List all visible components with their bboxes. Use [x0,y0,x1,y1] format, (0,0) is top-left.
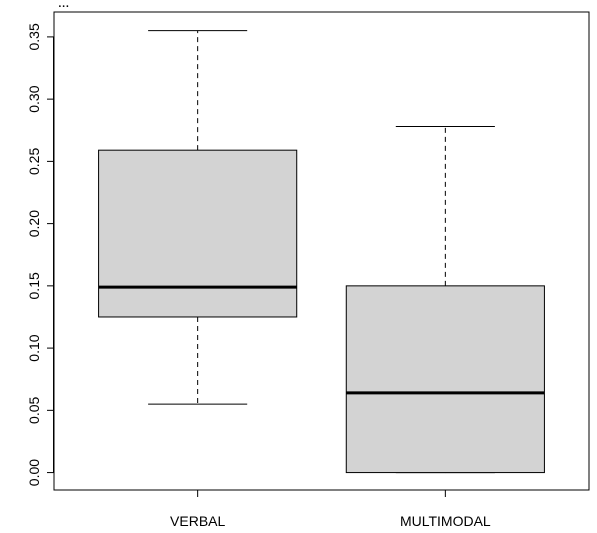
y-axis: 0.00 0.05 0.10 0.15 0.20 0.25 0.30 0.35 [26,23,54,486]
box-group-multimodal [345,126,545,474]
y-tick-label: 0.30 [26,85,42,112]
y-tick-label: 0.05 [26,396,42,423]
iqr-box [98,149,298,318]
x-axis: VERBAL MULTIMODAL [170,489,491,529]
x-tick-label: VERBAL [170,513,225,529]
y-tick-label: 0.15 [26,272,42,299]
plot-frame [53,11,590,491]
x-tick-label: MULTIMODAL [400,513,491,529]
y-tick-label: 0.25 [26,148,42,175]
boxes-layer [98,30,545,474]
y-tick-label: 0.20 [26,210,42,237]
y-tick-label: 0.35 [26,23,42,50]
clipped-top-text: ... [58,0,69,11]
y-tick-label: 0.10 [26,334,42,361]
iqr-box [345,285,545,474]
box-group-verbal [98,30,298,405]
y-tick-label: 0.00 [26,459,42,486]
